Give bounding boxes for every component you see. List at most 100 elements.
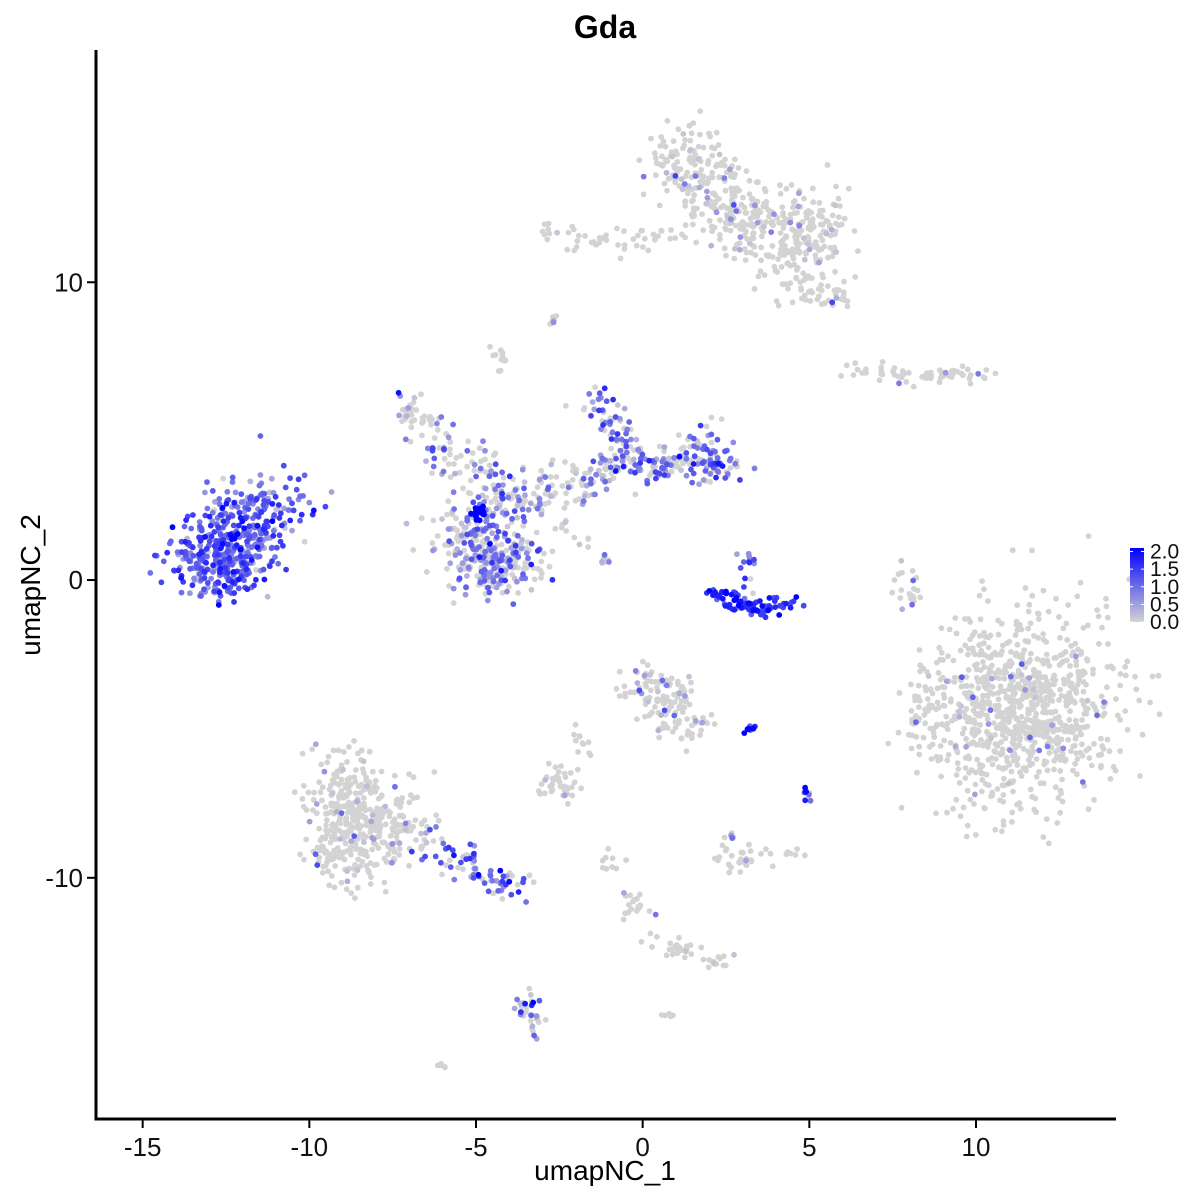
data-point: [944, 726, 951, 733]
data-point: [238, 499, 245, 506]
data-point: [692, 151, 699, 158]
data-point: [762, 188, 769, 195]
data-point: [1073, 689, 1080, 696]
data-point: [253, 496, 260, 502]
data-point: [699, 719, 706, 726]
data-point: [575, 232, 582, 239]
data-point: [980, 659, 986, 665]
data-point: [418, 830, 424, 837]
data-point: [758, 850, 764, 857]
data-point: [1032, 727, 1039, 734]
data-point: [322, 503, 329, 510]
data-point: [765, 607, 772, 614]
data-point: [493, 505, 500, 512]
data-point: [729, 835, 736, 841]
data-point: [236, 522, 242, 529]
data-point: [270, 532, 277, 539]
data-point: [943, 713, 950, 720]
data-point: [1032, 694, 1039, 701]
data-point: [750, 235, 757, 242]
data-point: [759, 233, 765, 240]
data-point: [1014, 762, 1021, 768]
data-point: [672, 173, 679, 179]
data-point: [938, 625, 945, 632]
data-point: [742, 257, 749, 263]
data-point: [787, 262, 794, 269]
data-point: [1065, 736, 1072, 743]
data-point: [679, 186, 686, 193]
data-point: [312, 741, 319, 748]
data-point: [703, 423, 710, 430]
data-point: [964, 366, 971, 373]
data-point: [976, 592, 983, 599]
data-point: [450, 489, 457, 496]
data-point: [783, 600, 789, 607]
data-point: [446, 583, 452, 589]
data-point: [995, 631, 1002, 638]
data-point: [917, 594, 924, 601]
data-point: [681, 181, 688, 187]
data-point: [278, 522, 285, 529]
data-point: [491, 565, 497, 572]
data-point: [585, 544, 592, 550]
data-point: [735, 165, 742, 171]
data-point: [411, 417, 418, 423]
data-point: [152, 552, 158, 559]
data-point: [280, 542, 286, 549]
data-point: [507, 563, 514, 570]
data-point: [660, 720, 667, 727]
data-point: [521, 518, 528, 525]
data-point: [1025, 748, 1032, 755]
data-point: [623, 443, 630, 450]
data-point: [687, 137, 694, 144]
data-point: [921, 373, 928, 380]
data-point: [354, 824, 361, 831]
data-point: [562, 459, 568, 465]
data-point: [472, 865, 479, 872]
data-point: [498, 541, 505, 548]
data-point: [899, 606, 906, 613]
data-point: [810, 185, 816, 192]
data-point: [297, 493, 303, 500]
data-point: [236, 576, 242, 583]
data-point: [750, 214, 757, 221]
data-point: [316, 825, 323, 832]
data-point: [369, 812, 376, 818]
data-point: [347, 844, 354, 851]
data-point: [963, 736, 969, 742]
data-point: [1026, 675, 1033, 681]
data-point: [969, 694, 976, 701]
data-point: [451, 461, 457, 467]
data-point: [696, 481, 702, 488]
data-point: [678, 735, 685, 742]
data-point: [687, 154, 693, 161]
data-point: [672, 235, 678, 241]
legend-tick-label: 1.5: [1150, 558, 1179, 581]
data-point: [995, 696, 1002, 703]
data-point: [258, 509, 265, 515]
data-point: [440, 468, 447, 475]
data-point: [582, 233, 588, 239]
data-point: [558, 524, 565, 531]
data-point: [1019, 722, 1026, 728]
data-point: [798, 286, 805, 293]
data-point: [1029, 793, 1035, 800]
data-point: [538, 558, 545, 565]
data-point: [1025, 608, 1032, 615]
data-point: [1067, 683, 1074, 690]
x-tick-label: 5: [802, 1132, 816, 1162]
data-point: [1044, 688, 1051, 695]
data-point: [1027, 717, 1034, 724]
data-point: [777, 602, 783, 609]
data-point: [690, 435, 697, 442]
data-point: [309, 746, 316, 753]
data-point: [961, 725, 968, 732]
data-point: [403, 413, 410, 420]
data-point: [926, 743, 933, 750]
data-point: [931, 734, 938, 740]
data-point: [793, 594, 800, 600]
data-point: [198, 527, 205, 534]
data-point: [1020, 746, 1027, 752]
data-point: [434, 1062, 441, 1069]
data-point: [476, 544, 482, 550]
